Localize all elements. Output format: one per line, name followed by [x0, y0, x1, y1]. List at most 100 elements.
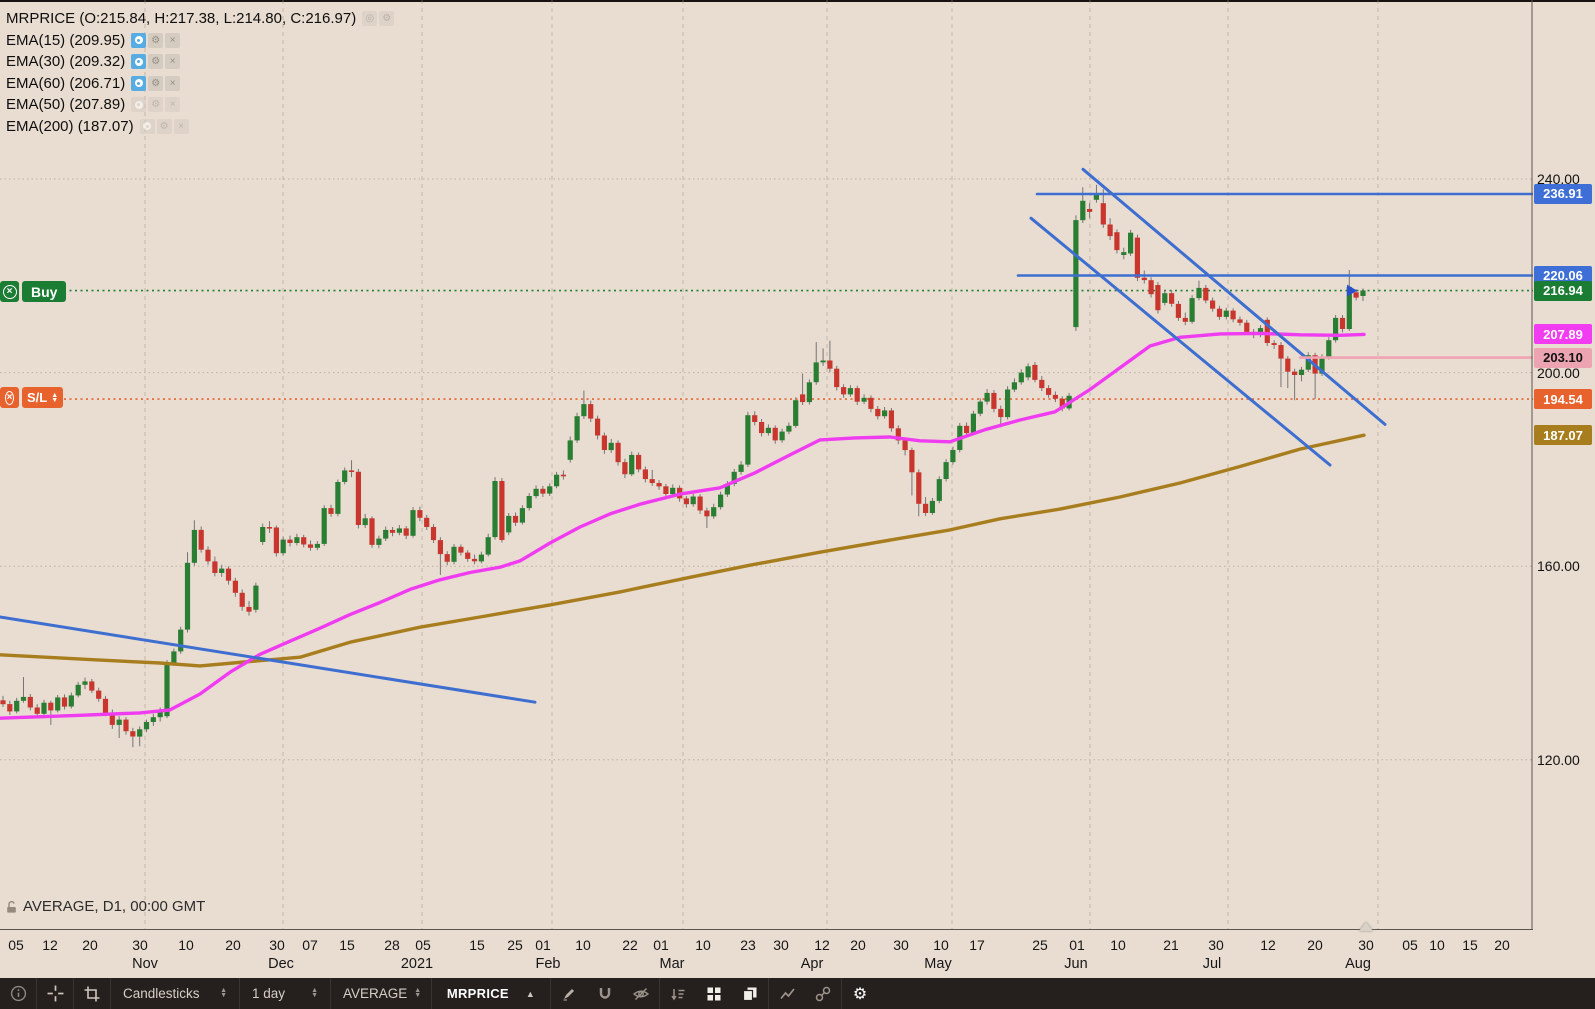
time-tick-label: 01 [535, 937, 551, 953]
symbol-settings-icon[interactable]: ⚙ [379, 11, 395, 27]
time-tick-label: 25 [507, 937, 523, 953]
price-axis[interactable]: 240.00 200.00 160.00 120.00 236.91 220.06 216.… [1533, 0, 1595, 930]
magnet-icon[interactable] [587, 978, 623, 1009]
link-charts-icon[interactable] [805, 978, 841, 1009]
time-tick-label: 28 [384, 937, 400, 953]
crosshair-icon[interactable] [37, 978, 73, 1009]
stop-loss-chip[interactable]: × S/L ▲ ▼ [0, 387, 64, 408]
time-tick-label: 30 [1358, 937, 1374, 953]
settings-icon[interactable]: ⚙ [852, 985, 868, 1003]
price-axis-label: 200.00 [1537, 364, 1580, 381]
stop-loss-label[interactable]: S/L ▲ ▼ [22, 387, 64, 408]
template-select[interactable]: AVERAGE ▲ ▼ [343, 986, 422, 1001]
remove-stoploss-icon[interactable]: × [0, 387, 19, 408]
time-tick-label: 30 [132, 937, 148, 953]
time-tick-label: 05 [415, 937, 431, 953]
sort-icon[interactable] [660, 978, 696, 1009]
gear-icon[interactable]: ⚙ [148, 54, 164, 70]
time-tick-label: 20 [1494, 937, 1510, 953]
current-bar-marker [1359, 922, 1373, 931]
gear-icon[interactable]: ⚙ [148, 75, 164, 91]
time-tick-label: 12 [814, 937, 830, 953]
indicator-label: EMA(30) (209.32) [6, 53, 126, 71]
chevron-updown-icon: ▲ ▼ [414, 987, 422, 999]
price-badge: 236.91 [1534, 183, 1592, 204]
symbol-select[interactable]: MRPRICE ▲ [446, 986, 536, 1001]
time-tick-label: 20 [1307, 937, 1323, 953]
time-tick-label: 20 [850, 937, 866, 953]
draw-icon[interactable] [551, 978, 587, 1009]
indicator-legend: MRPRICE (O:215.84, H:217.38, L:214.80, C… [6, 8, 395, 137]
unlock-icon [7, 900, 16, 913]
eye-icon[interactable] [131, 75, 147, 91]
timeframe-select[interactable]: 1 day ▲ ▼ [252, 986, 318, 1001]
close-position-icon[interactable]: × [0, 281, 19, 302]
close-icon[interactable]: × [165, 75, 181, 91]
time-tick-label: 10 [178, 937, 194, 953]
time-tick-label: 07 [302, 937, 318, 953]
time-month-label: May [924, 956, 952, 972]
chevron-updown-icon: ▲ ▼ [220, 987, 227, 999]
time-tick-label: 05 [1402, 937, 1418, 953]
buy-label[interactable]: Buy [22, 281, 67, 302]
gear-icon[interactable]: ⚙ [148, 32, 164, 48]
indicator-label: EMA(50) (207.89) [6, 96, 126, 114]
stoploss-adjust-arrows[interactable]: ▲ ▼ [51, 391, 59, 404]
duplicate-chart-icon[interactable] [732, 978, 768, 1009]
time-tick-label: 22 [622, 937, 638, 953]
close-icon[interactable]: × [165, 97, 181, 113]
gear-icon[interactable]: ⚙ [156, 118, 172, 134]
time-month-label: Apr [800, 956, 824, 972]
eye-icon[interactable] [131, 97, 147, 113]
line-chart-icon[interactable] [769, 978, 805, 1009]
eye-icon[interactable] [139, 118, 155, 134]
eye-icon[interactable] [131, 32, 147, 48]
time-month-label: Jul [1202, 956, 1222, 972]
time-tick-label: 25 [1032, 937, 1048, 953]
indicator-label: EMA(15) (209.95) [6, 31, 126, 49]
time-tick-label: 01 [653, 937, 669, 953]
crop-icon[interactable] [74, 978, 110, 1009]
chart-area[interactable]: MRPRICE (O:215.84, H:217.38, L:214.80, C… [0, 0, 1533, 930]
price-chart[interactable] [0, 0, 1533, 930]
buy-position-chip[interactable]: × Buy [0, 281, 67, 302]
indicator-label: EMA(200) (187.07) [6, 117, 134, 135]
time-month-label: 2021 [400, 956, 434, 972]
symbol-eye-icon[interactable]: ◎ [362, 11, 378, 27]
close-icon[interactable]: × [165, 54, 181, 70]
time-axis[interactable]: 05 12 20 30 10 20 30 07 15 28 05 15 25 01 10 22 01 10 23 30… [0, 922, 1595, 976]
chevron-updown-icon: ▲ ▼ [311, 987, 318, 999]
time-tick-label: 10 [575, 937, 591, 953]
indicator-row: EMA(50) (207.89) ⚙ × [6, 94, 394, 116]
time-tick-label: 30 [773, 937, 789, 953]
time-tick-label: 20 [225, 937, 241, 953]
time-month-label: Dec [268, 956, 294, 972]
toolbar-separator [768, 978, 769, 1009]
price-badge: 216.94 [1534, 280, 1592, 301]
close-icon[interactable]: × [173, 118, 189, 134]
time-tick-label: 10 [933, 937, 949, 953]
eye-icon[interactable] [131, 54, 147, 70]
toolbar-separator [73, 978, 74, 1009]
chart-type-select[interactable]: Candlesticks ▲ ▼ [123, 986, 227, 1001]
chart-status-line: AVERAGE, D1, 00:00 GMT [6, 898, 205, 915]
gear-icon[interactable]: ⚙ [148, 97, 164, 113]
info-icon[interactable] [0, 978, 36, 1009]
hide-drawings-icon[interactable] [623, 978, 659, 1009]
time-tick-label: 05 [8, 937, 24, 953]
toolbar-separator [431, 978, 432, 1009]
time-month-label: Aug [1345, 956, 1371, 972]
bottom-toolbar: Candlesticks ▲ ▼ 1 day ▲ ▼ AVERAGE ▲ ▼ MRPRICE… [0, 978, 1595, 1009]
indicator-row: EMA(30) (209.32) ⚙ × [6, 51, 394, 73]
time-tick-label: 10 [1110, 937, 1126, 953]
time-tick-label: 23 [740, 937, 756, 953]
price-badge: 203.10 [1534, 347, 1592, 368]
time-tick-label: 17 [969, 937, 985, 953]
status-text: AVERAGE, D1, 00:00 GMT [23, 898, 206, 915]
time-tick-label: 15 [339, 937, 355, 953]
time-month-label: Feb [535, 956, 561, 972]
grid-layout-icon[interactable] [696, 978, 732, 1009]
price-badge: 207.89 [1534, 324, 1592, 345]
close-icon[interactable]: × [165, 32, 181, 48]
